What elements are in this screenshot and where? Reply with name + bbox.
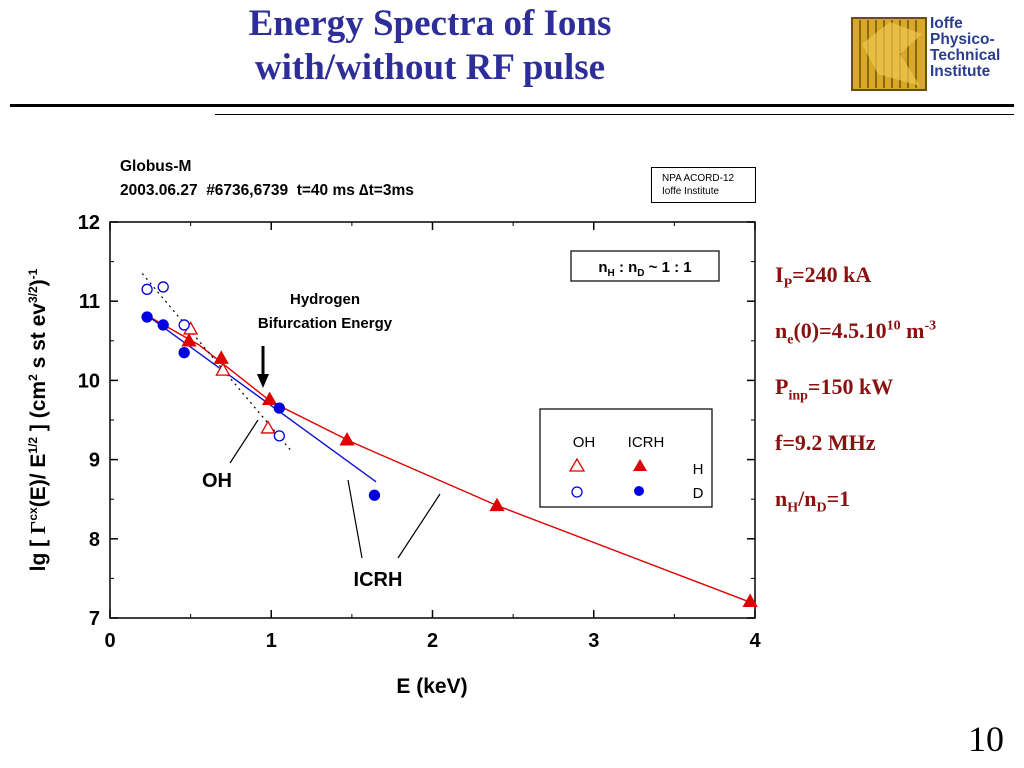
h-icrh-point [181, 332, 197, 347]
d-oh-point [141, 283, 153, 295]
logo-line-2: Physico- [930, 31, 995, 48]
logo-line-4: Institute [930, 63, 991, 80]
h-icrh-point [742, 593, 758, 608]
x-axis-label: E (keV) [396, 675, 467, 698]
bifurcation-arrow [257, 346, 269, 388]
bifurcation-label-1: Hydrogen [290, 291, 360, 308]
ratio-box [570, 250, 720, 282]
legend-h-icrh-marker [633, 459, 647, 471]
npa-line-1: NPA ACORD-12 [662, 173, 735, 184]
x-tick-label: 3 [588, 630, 599, 652]
page-number: 10 [968, 719, 1004, 759]
x-tick-label: 0 [104, 630, 115, 652]
chart-header-line-2: 2003.06.27 #6736,6739 t=40 ms ∆t=3ms [120, 182, 414, 199]
icrh-pointer-d [347, 479, 363, 559]
y-tick-label: 10 [78, 370, 100, 392]
legend-row-h: H [693, 461, 704, 478]
slide-title: Energy Spectra of Ions with/without RF p… [150, 2, 710, 90]
title-line-2: with/without RF pulse [254, 47, 606, 88]
y-tick-label: 8 [89, 529, 100, 551]
d-icrh-point [178, 347, 190, 359]
param-density: ne(0)=4.5.1010 m-3 [775, 318, 937, 348]
y-tick-label: 9 [89, 450, 100, 472]
data-points [141, 281, 758, 608]
legend-d-icrh-marker [634, 486, 644, 496]
ioffe-logo-icon [851, 17, 927, 91]
legend-row-d: D [693, 485, 704, 502]
oh-annotation: OH [202, 470, 232, 492]
x-tick-label: 1 [266, 630, 277, 652]
logo-text: Ioffe Physico- Technical Institute [930, 16, 1000, 80]
param-input-power: Pinp=150 kW [775, 374, 894, 404]
npa-box: NPA ACORD-12 Ioffe Institute [651, 167, 756, 203]
icrh-annotation: ICRH [354, 569, 403, 591]
legend-h-oh-marker [568, 457, 586, 472]
title-rule-thick [10, 104, 1014, 107]
y-axis-label: lg [ Γcx(E)/ E1/2 ] (cm2 s st ev3/2)-1 [26, 268, 50, 571]
h-icrh-point [489, 497, 505, 512]
logo-line-1: Ioffe [930, 15, 963, 32]
icrh-pointer-h [397, 493, 441, 559]
legend: OH ICRH H D [539, 408, 713, 508]
param-plasma-current: IP=240 kA [775, 262, 872, 292]
x-tick-label: 2 [427, 630, 438, 652]
d-oh-point [178, 319, 190, 331]
param-density-ratio: nH/nD=1 [775, 486, 851, 516]
legend-col-oh: OH [573, 434, 596, 451]
x-tick-label: 4 [749, 630, 761, 652]
d-icrh-point [273, 402, 285, 414]
title-line-1: Energy Spectra of Ions [248, 3, 612, 44]
legend-d-oh-marker [571, 486, 583, 498]
bifurcation-label-2: Bifurcation Energy [258, 315, 393, 332]
param-frequency: f=9.2 MHz [775, 430, 876, 455]
parameters-list: IP=240 kA ne(0)=4.5.1010 m-3 Pinp=150 kW… [775, 262, 936, 542]
ratio-label: nH : nD ~ 1 : 1 [598, 259, 691, 279]
h-oh-point [260, 420, 276, 434]
y-tick-label: 11 [79, 291, 100, 313]
d-icrh-point [157, 319, 169, 331]
d-oh-point [273, 430, 285, 442]
h-oh-point [215, 362, 231, 376]
y-tick-label: 12 [78, 212, 100, 234]
d-icrh-point [141, 311, 153, 323]
h-icrh-point [262, 391, 278, 406]
d-icrh-point [368, 489, 381, 501]
h-icrh-point [339, 431, 355, 446]
title-rule-thin [215, 114, 1014, 115]
npa-line-2: Ioffe Institute [662, 186, 720, 197]
legend-col-icrh: ICRH [628, 434, 665, 451]
d-oh-point [157, 281, 169, 293]
logo-line-3: Technical [930, 47, 1001, 64]
oh-pointer [229, 419, 259, 464]
chart-header-line-1: Globus-M [120, 158, 192, 175]
y-tick-label: 7 [89, 608, 100, 630]
h-icrh-point [213, 350, 229, 364]
d-icrh-fit-line [146, 314, 377, 483]
